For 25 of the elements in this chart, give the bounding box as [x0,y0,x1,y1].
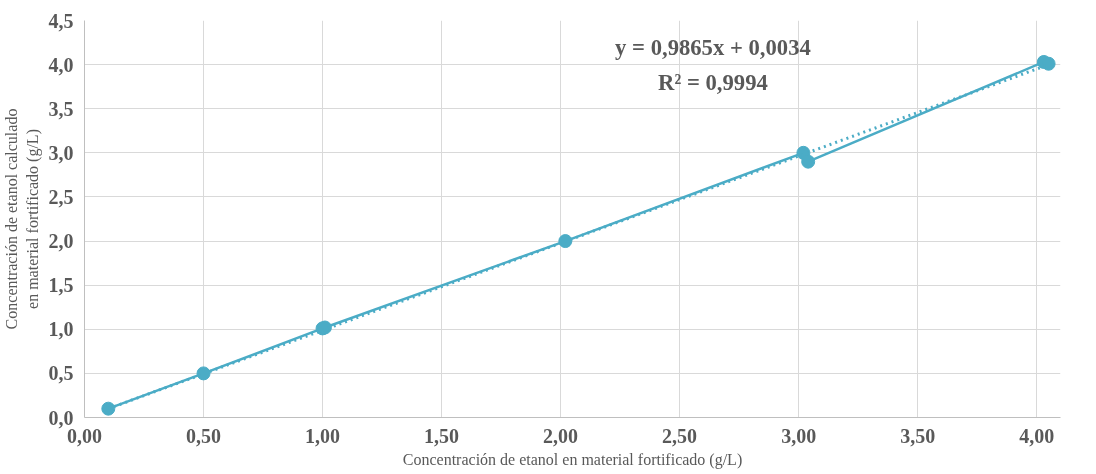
y-axis-title: Concentración de etanol calculado en material fortificado (g/L) [3,108,42,330]
x-tick-label: 4,00 [1019,424,1055,447]
x-tick-label: 1,00 [305,424,341,447]
point [101,401,116,416]
annotation: y = 0,9865x + 0,0034 [615,35,811,61]
y-tick-label: 3,0 [48,141,74,164]
x-tick-label: 3,00 [781,424,817,447]
x-tick-label: 2,00 [543,424,579,447]
x-tick-label: 0,50 [186,424,222,447]
y-tick-label: 2,0 [48,230,74,253]
annotation: R² = 0,9994 [658,69,768,95]
y-tick-label: 2,5 [48,185,74,208]
x-tick-label: 3,50 [900,424,936,447]
y-tick-label: 1,5 [48,274,74,297]
y-tick-label: 3,5 [48,97,74,120]
y-tick-label: 0,5 [48,362,74,385]
x-axis-title: Concentración de etanol en material fortificado (g/L) [402,450,743,469]
x-tick-label: 2,50 [662,424,698,447]
y-tick-label: 4,0 [48,53,74,76]
x-tick-label: 1,50 [424,424,460,447]
point [801,154,816,169]
point [558,234,573,249]
point [196,366,211,381]
y-tick-label: 4,5 [48,9,74,32]
y-tick-label: 1,0 [48,318,74,341]
